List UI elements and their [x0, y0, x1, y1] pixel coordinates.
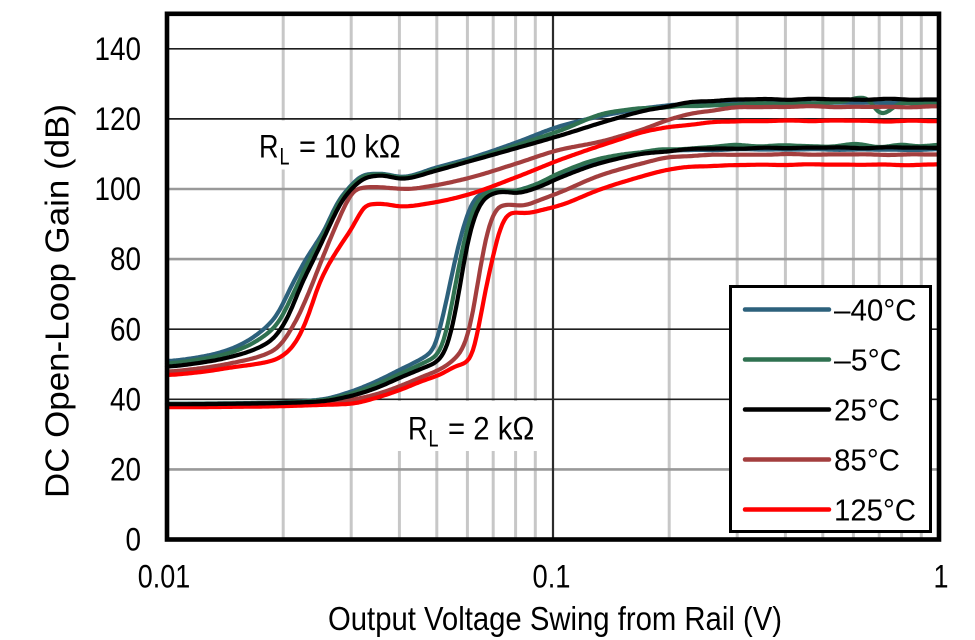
svg-text:Output Voltage Swing from Rail: Output Voltage Swing from Rail (V): [328, 600, 782, 637]
svg-text:0: 0: [126, 522, 142, 558]
svg-text:DC Open-Loop Gain (dB): DC Open-Loop Gain (dB): [39, 104, 76, 498]
svg-text:40: 40: [110, 381, 141, 417]
svg-text:80: 80: [110, 241, 141, 277]
svg-text:L: L: [280, 144, 290, 171]
svg-text:–5°C: –5°C: [834, 342, 902, 377]
svg-text:120: 120: [95, 101, 142, 137]
svg-text:85°C: 85°C: [834, 442, 900, 477]
svg-text:= 10 kΩ: = 10 kΩ: [299, 129, 401, 165]
svg-text:20: 20: [110, 452, 141, 488]
svg-text:60: 60: [110, 311, 141, 347]
svg-text:–40°C: –40°C: [834, 292, 917, 327]
svg-text:0.1: 0.1: [533, 559, 571, 595]
svg-text:1: 1: [934, 559, 949, 595]
svg-text:25°C: 25°C: [834, 392, 900, 427]
svg-text:L: L: [429, 425, 439, 452]
svg-text:R: R: [408, 410, 428, 446]
svg-text:= 2 kΩ: = 2 kΩ: [448, 410, 534, 446]
svg-text:R: R: [259, 129, 279, 165]
svg-text:0.01: 0.01: [138, 559, 191, 595]
svg-text:125°C: 125°C: [834, 492, 916, 527]
svg-text:100: 100: [95, 171, 142, 207]
svg-text:140: 140: [95, 31, 142, 67]
